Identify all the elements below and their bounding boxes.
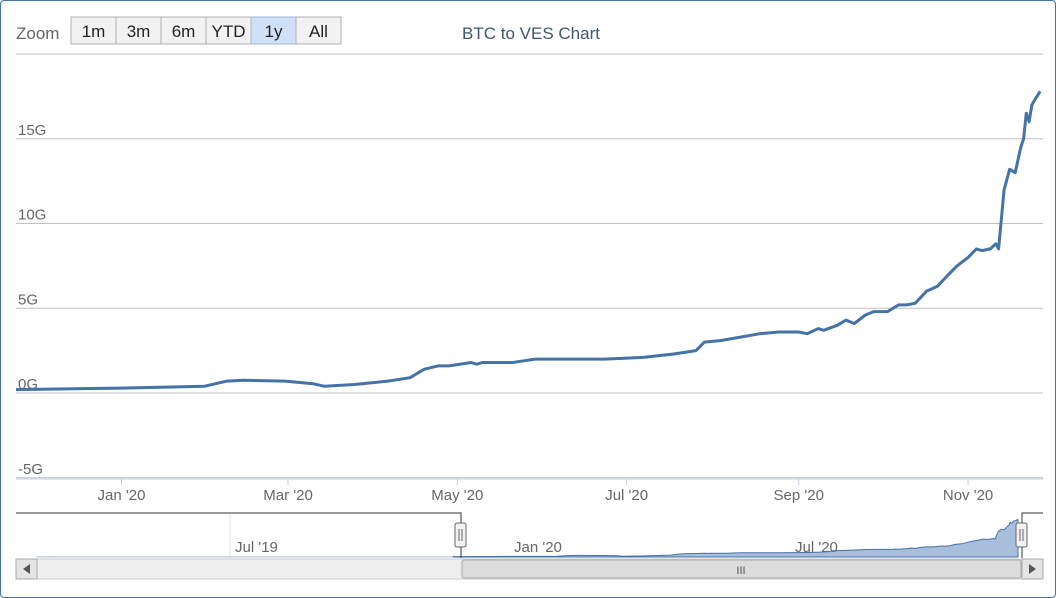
zoom-button-1m[interactable]: 1m (70, 16, 117, 45)
zoom-button-label: 1y (265, 22, 283, 41)
zoom-button-label: All (309, 22, 328, 41)
zoom-buttons: 1m 3m 6m YTD 1y All (70, 16, 342, 45)
arrow-left-icon (23, 564, 30, 574)
x-axis-ticks (16, 478, 1043, 485)
zoom-button-1y[interactable]: 1y (250, 16, 297, 45)
y-tick-label: 15G (18, 122, 46, 139)
zoom-label: Zoom (16, 24, 59, 43)
zoom-button-label: YTD (212, 22, 246, 41)
zoom-button-all[interactable]: All (295, 16, 342, 45)
scrollbar-thumb-grip: III (736, 565, 745, 577)
zoom-button-ytd[interactable]: YTD (205, 16, 252, 45)
x-tick-label: Mar '20 (263, 487, 313, 504)
range-selector: Zoom 1m 3m 6m YTD 1y All (16, 16, 342, 45)
x-tick-label: May '20 (431, 487, 483, 504)
y-tick-label: 5G (18, 291, 38, 308)
zoom-button-label: 6m (172, 22, 196, 41)
navigator-tick-label: Jul '19 (235, 539, 278, 556)
arrow-right-icon (1029, 564, 1036, 574)
navigator-handle-left[interactable] (454, 522, 467, 548)
gridlines (16, 138, 1043, 479)
series-line (15, 90, 1042, 392)
y-tick-label: -5G (18, 461, 43, 478)
x-tick-label: Jan '20 (98, 487, 146, 504)
x-tick-label: Sep '20 (774, 487, 824, 504)
navigator-tick-label: Jan '20 (514, 539, 562, 556)
x-axis-labels: Jan '20 Mar '20 May '20 Jul '20 Sep '20 Nov '… (98, 487, 994, 504)
zoom-button-3m[interactable]: 3m (115, 16, 162, 45)
scrollbar[interactable]: III (15, 558, 1044, 580)
navigator-labels: Jul '19 Jan '20 Jul '20 (235, 539, 838, 556)
x-tick-label: Nov '20 (943, 487, 993, 504)
navigator[interactable]: Jul '19 Jan '20 Jul '20 (16, 512, 1043, 558)
zoom-button-6m[interactable]: 6m (160, 16, 207, 45)
navigator-series-area (452, 518, 1019, 558)
zoom-button-label: 1m (82, 22, 106, 41)
y-tick-label: 10G (18, 207, 46, 224)
zoom-button-label: 3m (127, 22, 151, 41)
scrollbar-thumb[interactable] (461, 559, 1022, 579)
x-tick-label: Jul '20 (605, 487, 648, 504)
navigator-tick-label: Jul '20 (795, 539, 838, 556)
scrollbar-left-button[interactable] (15, 558, 38, 580)
chart-title: BTC to VES Chart (462, 24, 600, 43)
navigator-handle-right[interactable] (1015, 522, 1028, 548)
scrollbar-right-button[interactable] (1021, 558, 1044, 580)
